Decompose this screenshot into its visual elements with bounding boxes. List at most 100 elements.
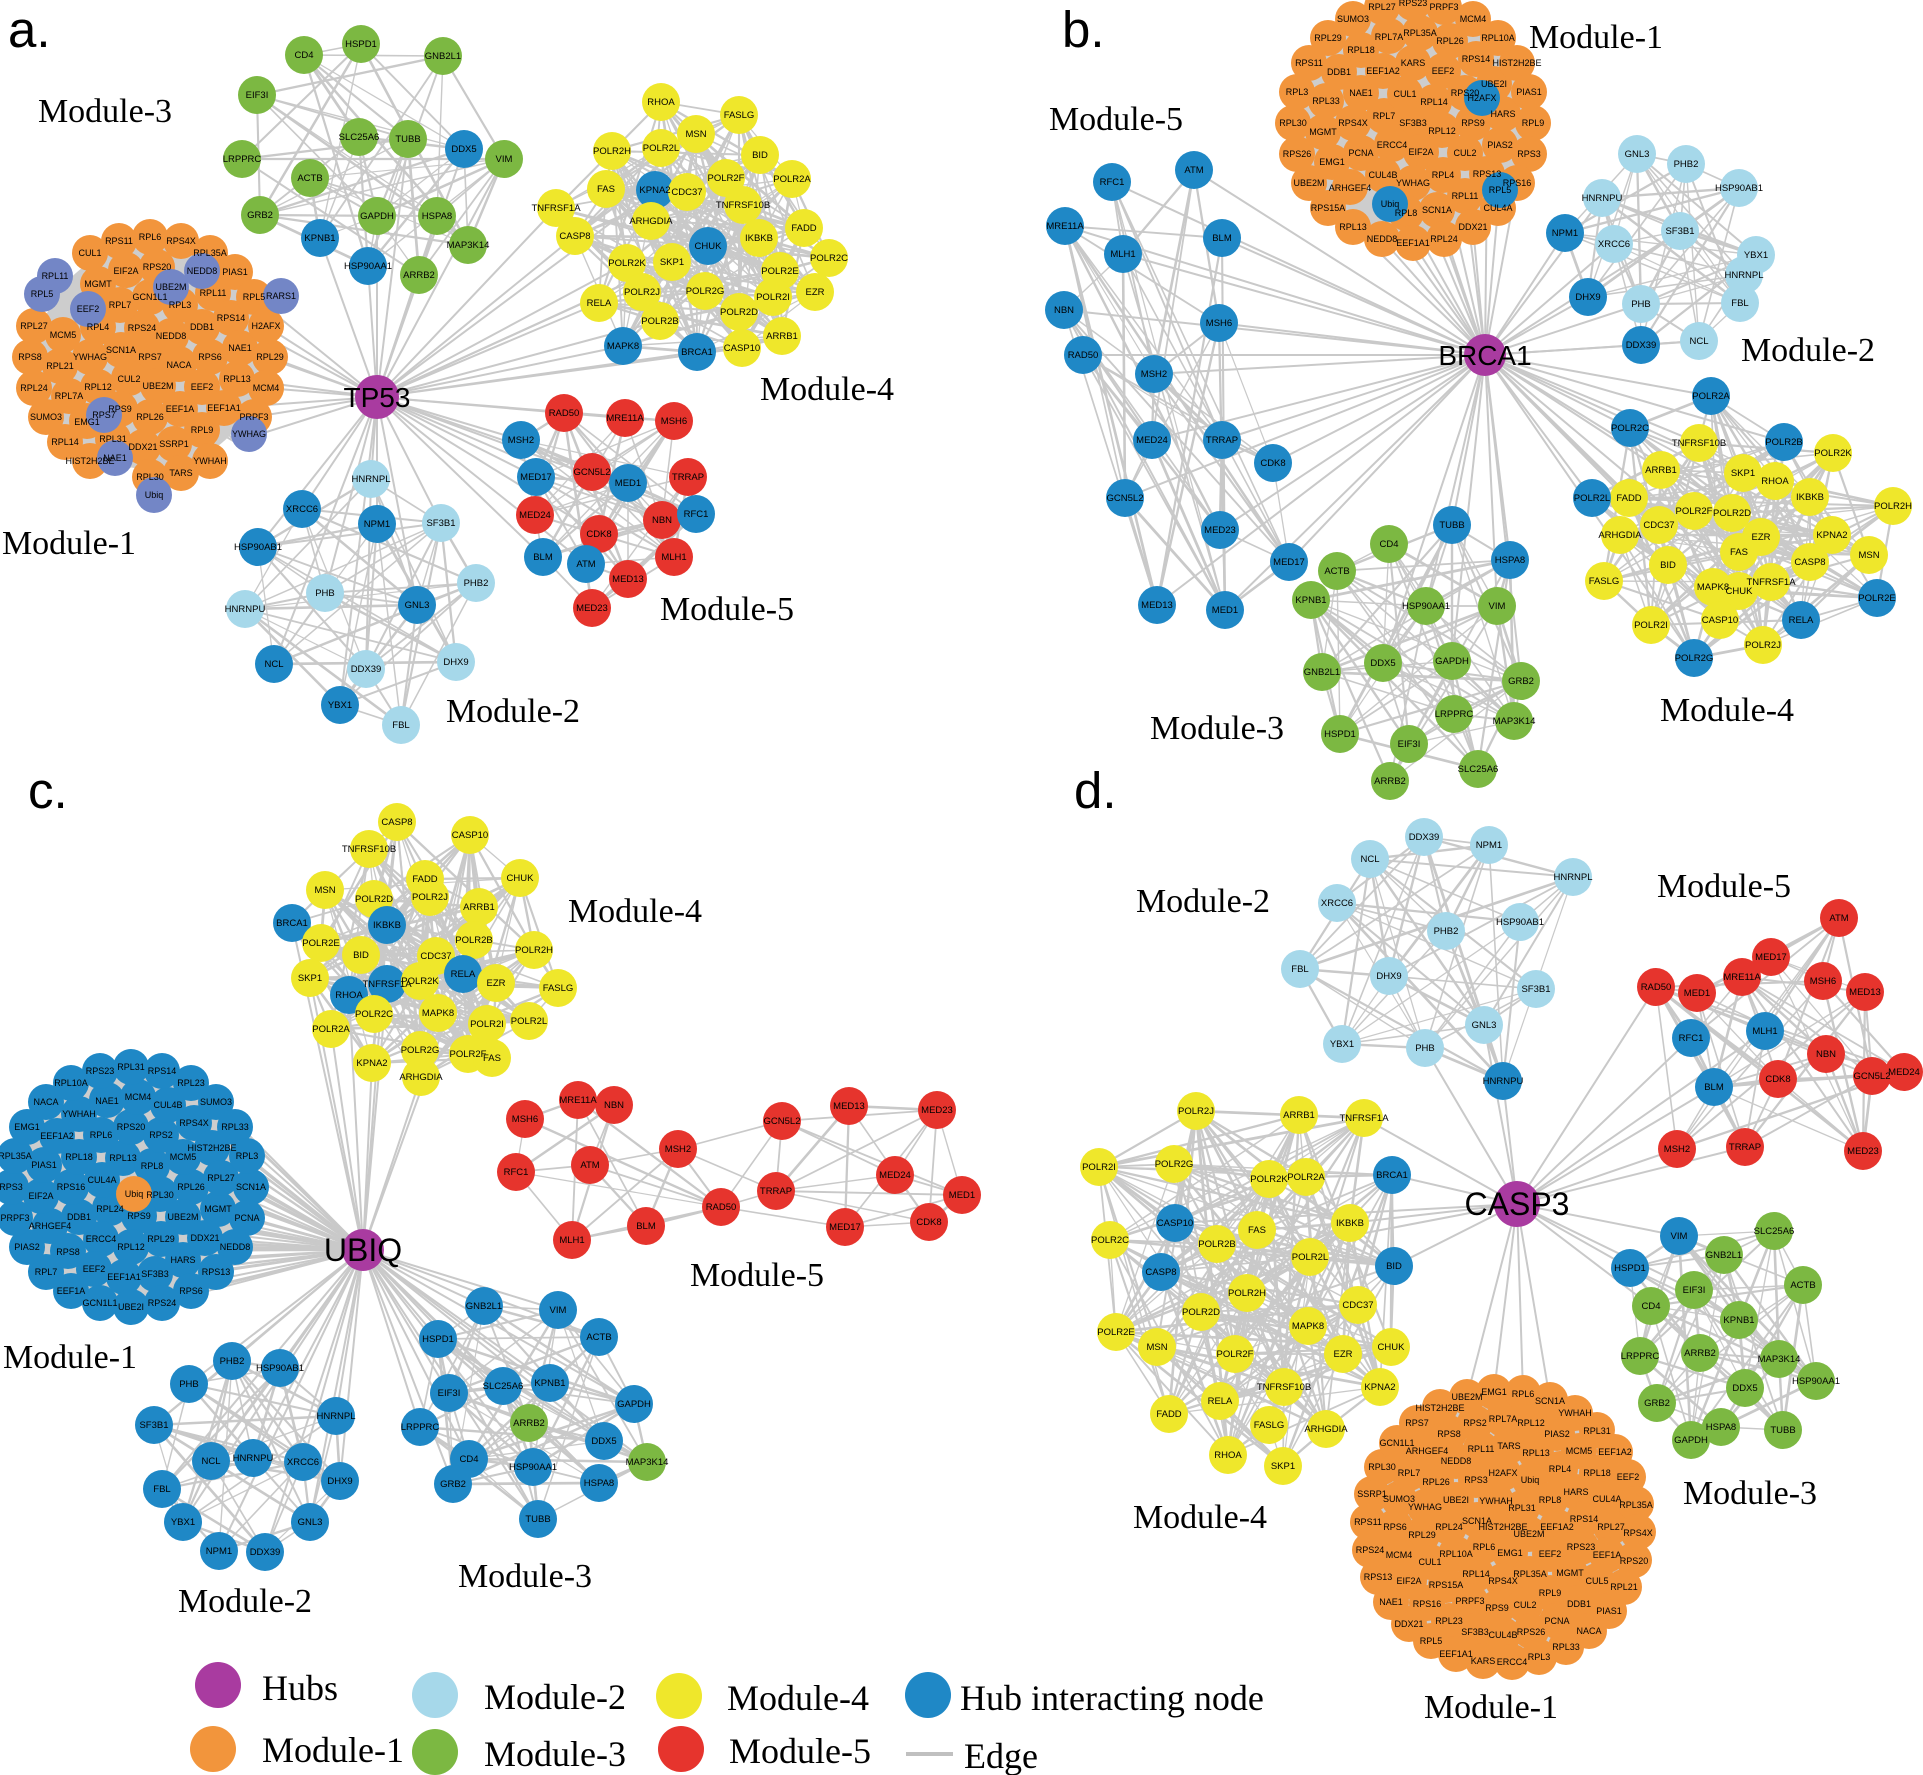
svg-text:Edge: Edge: [964, 1736, 1038, 1775]
svg-text:MCM5: MCM5: [50, 330, 77, 340]
svg-text:MLH1: MLH1: [1752, 1026, 1777, 1037]
svg-text:RPL5: RPL5: [1420, 1636, 1443, 1646]
svg-text:POLR2L: POLR2L: [511, 1016, 547, 1027]
svg-text:RPS23: RPS23: [86, 1066, 115, 1076]
svg-text:POLR2K: POLR2K: [608, 258, 646, 269]
svg-text:MED1: MED1: [615, 478, 641, 489]
svg-text:HNRNPL: HNRNPL: [1724, 270, 1763, 281]
svg-text:MED17: MED17: [520, 472, 552, 483]
svg-text:RPS24: RPS24: [148, 1298, 177, 1308]
svg-text:CD4: CD4: [294, 50, 313, 61]
svg-text:FADD: FADD: [791, 223, 816, 234]
svg-text:RPS13: RPS13: [202, 1267, 231, 1277]
svg-text:POLR2C: POLR2C: [1611, 423, 1649, 434]
svg-text:RPS4X: RPS4X: [179, 1118, 209, 1128]
svg-text:MRE11A: MRE11A: [559, 1095, 597, 1106]
svg-text:MSN: MSN: [1146, 1342, 1167, 1353]
svg-text:Module-2: Module-2: [1741, 332, 1875, 369]
svg-text:SKP1: SKP1: [1271, 1461, 1295, 1472]
svg-text:POLR2I: POLR2I: [1082, 1162, 1116, 1173]
svg-text:RPL7A: RPL7A: [1375, 32, 1404, 42]
svg-text:RPS23: RPS23: [1399, 0, 1428, 8]
svg-text:RPL14: RPL14: [1420, 97, 1448, 107]
svg-text:CDK8: CDK8: [916, 1217, 941, 1228]
svg-text:MED23: MED23: [576, 603, 608, 614]
svg-text:SUMO3: SUMO3: [1383, 1494, 1415, 1504]
svg-text:RPS9: RPS9: [1461, 118, 1485, 128]
svg-text:POLR2J: POLR2J: [624, 287, 660, 298]
svg-text:UBIQ: UBIQ: [324, 1232, 402, 1268]
svg-text:RPL9: RPL9: [1539, 1588, 1562, 1598]
svg-text:SUMO3: SUMO3: [30, 412, 62, 422]
svg-text:FAS: FAS: [1248, 1225, 1266, 1236]
svg-text:ARRB1: ARRB1: [1283, 1110, 1315, 1121]
svg-text:RPL7: RPL7: [109, 300, 132, 310]
svg-text:UBE2M: UBE2M: [1293, 178, 1324, 188]
svg-text:RPL12: RPL12: [1517, 1418, 1545, 1428]
svg-text:RFC1: RFC1: [1679, 1033, 1704, 1044]
svg-text:HNRNPU: HNRNPU: [1483, 1076, 1524, 1087]
svg-text:Module-1: Module-1: [1424, 1689, 1558, 1726]
svg-text:POLR2D: POLR2D: [355, 894, 393, 905]
svg-text:RPL27: RPL27: [20, 321, 48, 331]
svg-text:Module-4: Module-4: [727, 1678, 869, 1718]
svg-text:TNFRSF10B: TNFRSF10B: [342, 844, 396, 855]
svg-text:POLR2F: POLR2F: [1217, 1349, 1254, 1360]
svg-text:GAPDH: GAPDH: [617, 1399, 651, 1410]
svg-text:RPL7: RPL7: [1373, 111, 1396, 121]
svg-text:RPL24: RPL24: [20, 383, 48, 393]
svg-text:POLR2J: POLR2J: [412, 892, 448, 903]
svg-text:CUL4B: CUL4B: [1368, 170, 1397, 180]
svg-text:RPL24: RPL24: [1435, 1522, 1463, 1532]
svg-text:EIF2A: EIF2A: [1408, 147, 1433, 157]
svg-text:POLR2F: POLR2F: [708, 173, 745, 184]
svg-text:CDK8: CDK8: [1260, 458, 1285, 469]
svg-text:RPL33: RPL33: [1552, 1642, 1580, 1652]
svg-text:SKP1: SKP1: [1731, 468, 1755, 479]
svg-text:CUL1: CUL1: [1418, 1557, 1441, 1567]
svg-text:CASP8: CASP8: [559, 231, 590, 242]
svg-text:RPL30: RPL30: [146, 1190, 174, 1200]
svg-text:ACTB: ACTB: [297, 173, 322, 184]
svg-text:VIM: VIM: [1671, 1231, 1688, 1242]
svg-text:ARHGDIA: ARHGDIA: [1304, 1424, 1348, 1435]
svg-text:MSH6: MSH6: [1810, 976, 1836, 987]
svg-text:HSPD1: HSPD1: [1614, 1263, 1646, 1274]
svg-text:MED1: MED1: [949, 1190, 975, 1201]
svg-text:NPM1: NPM1: [1476, 840, 1502, 851]
svg-text:Module-2: Module-2: [484, 1677, 626, 1717]
svg-text:RPS7: RPS7: [138, 352, 162, 362]
svg-text:MAP3K14: MAP3K14: [447, 240, 490, 251]
svg-text:RPL30: RPL30: [1368, 1462, 1396, 1472]
svg-text:CUL2: CUL2: [117, 374, 140, 384]
svg-text:VIM: VIM: [1489, 601, 1506, 612]
svg-text:Ubiq: Ubiq: [125, 1189, 144, 1199]
svg-text:EEF1A2: EEF1A2: [1598, 1447, 1632, 1457]
svg-text:Module-4: Module-4: [760, 371, 894, 408]
svg-text:YWHAG: YWHAG: [73, 352, 107, 362]
svg-text:RPS23: RPS23: [1567, 1542, 1596, 1552]
svg-text:TNFRSF10B: TNFRSF10B: [1672, 438, 1726, 449]
svg-text:Module-5: Module-5: [1049, 101, 1183, 138]
svg-text:RPL26: RPL26: [1436, 36, 1464, 46]
svg-text:MLH1: MLH1: [1110, 249, 1135, 260]
svg-text:SCN1A: SCN1A: [1462, 1516, 1492, 1526]
svg-text:EMG1: EMG1: [1319, 157, 1345, 167]
svg-text:EEF1A2: EEF1A2: [1540, 1522, 1574, 1532]
svg-text:POLR2D: POLR2D: [1182, 1307, 1220, 1318]
svg-text:POLR2B: POLR2B: [641, 316, 679, 327]
svg-text:MAPK8: MAPK8: [1697, 582, 1729, 593]
svg-text:RPL7A: RPL7A: [55, 391, 84, 401]
svg-text:CDC37: CDC37: [420, 951, 451, 962]
svg-text:ERCC4: ERCC4: [86, 1234, 117, 1244]
svg-text:RHOA: RHOA: [1214, 1450, 1242, 1461]
svg-text:DDX21: DDX21: [1458, 222, 1487, 232]
svg-text:MCM4: MCM4: [1386, 1550, 1413, 1560]
svg-text:MED13: MED13: [1849, 987, 1881, 998]
svg-text:SUMO3: SUMO3: [1337, 14, 1369, 24]
svg-text:RPL29: RPL29: [1314, 33, 1342, 43]
svg-text:RPL18: RPL18: [1347, 45, 1375, 55]
svg-text:RPS15A: RPS15A: [1311, 203, 1346, 213]
svg-text:POLR2A: POLR2A: [1287, 1172, 1325, 1183]
svg-text:CD4: CD4: [459, 1454, 478, 1465]
